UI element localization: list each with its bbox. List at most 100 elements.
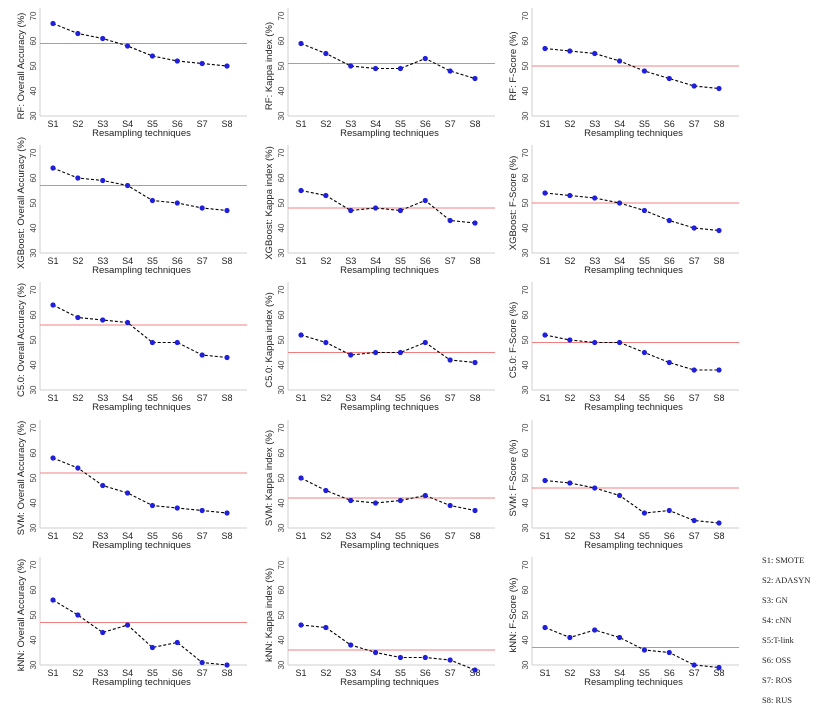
x-tick-label: S7 bbox=[445, 256, 456, 266]
y-tick-label: 70 bbox=[277, 11, 286, 20]
y-tick-label: 40 bbox=[29, 86, 38, 95]
data-point bbox=[666, 359, 672, 366]
data-point bbox=[199, 507, 205, 514]
x-tick-label: S2 bbox=[320, 668, 331, 678]
data-point bbox=[174, 58, 180, 64]
data-point bbox=[616, 200, 623, 206]
data-point bbox=[298, 187, 304, 194]
y-tick-label: 70 bbox=[277, 423, 286, 432]
x-tick-label: S1 bbox=[539, 256, 550, 266]
data-point bbox=[124, 622, 131, 628]
legend: S1: SMOTE S2: ADASYN S3: GN S4: cNN S5:T… bbox=[762, 550, 816, 710]
series-line bbox=[52, 167, 228, 212]
y-axis-label: kNN: Overall Accuracy (%) bbox=[16, 559, 27, 671]
y-tick-label: 70 bbox=[521, 11, 530, 20]
data-point bbox=[592, 339, 598, 346]
x-tick-label: S1 bbox=[295, 119, 306, 129]
data-point bbox=[641, 510, 648, 516]
data-point bbox=[397, 349, 404, 356]
data-point bbox=[716, 85, 722, 92]
x-tick-label: S4 bbox=[122, 393, 133, 403]
x-tick-label: S8 bbox=[713, 531, 724, 541]
x-tick-label: S2 bbox=[564, 393, 575, 403]
data-point bbox=[666, 75, 672, 82]
x-tick-label: S1 bbox=[47, 668, 58, 678]
data-point bbox=[372, 500, 379, 506]
data-point bbox=[472, 75, 478, 82]
data-point bbox=[224, 354, 230, 361]
x-tick-label: S5 bbox=[147, 668, 158, 678]
x-tick-label: S6 bbox=[172, 668, 183, 678]
data-point bbox=[149, 644, 156, 651]
data-point bbox=[691, 83, 697, 89]
y-axis-label: RF: Overall Accuracy (%) bbox=[16, 13, 27, 120]
y-tick-label: 30 bbox=[277, 111, 286, 120]
data-point bbox=[50, 165, 56, 171]
chart-grid: 30 40 50 60 70 RF: Overall Accuracy (%) S1 S2 S3… bbox=[16, 8, 739, 688]
data-point bbox=[641, 349, 648, 356]
x-axis-label: Resampling techniques bbox=[92, 265, 191, 276]
y-tick-label: 60 bbox=[277, 310, 286, 319]
data-point bbox=[149, 197, 156, 204]
x-tick-label: S4 bbox=[370, 531, 381, 541]
y-tick-label: 50 bbox=[29, 61, 38, 70]
data-point bbox=[199, 352, 205, 358]
x-tick-label: S6 bbox=[664, 256, 675, 266]
x-tick-label: S5 bbox=[639, 119, 650, 129]
y-tick-label: 70 bbox=[29, 285, 38, 294]
y-tick-label: 60 bbox=[29, 310, 38, 319]
x-tick-label: S8 bbox=[221, 393, 232, 403]
data-point bbox=[716, 520, 722, 526]
x-tick-label: S1 bbox=[47, 256, 58, 266]
x-tick-label: S2 bbox=[320, 531, 331, 541]
data-point bbox=[100, 482, 106, 489]
y-tick-label: 50 bbox=[277, 473, 286, 482]
x-tick-label: S2 bbox=[564, 256, 575, 266]
data-point bbox=[567, 337, 573, 343]
x-tick-label: S3 bbox=[589, 531, 600, 541]
y-tick-label: 60 bbox=[29, 585, 38, 594]
x-tick-label: S5 bbox=[639, 393, 650, 403]
x-tick-label: S5 bbox=[395, 393, 406, 403]
data-point bbox=[716, 367, 722, 373]
y-tick-label: 60 bbox=[29, 36, 38, 45]
x-tick-label: S2 bbox=[72, 256, 83, 266]
x-tick-label: S3 bbox=[97, 531, 108, 541]
x-tick-label: S6 bbox=[420, 393, 431, 403]
x-tick-label: S1 bbox=[295, 531, 306, 541]
data-point bbox=[298, 40, 304, 47]
data-point bbox=[372, 205, 379, 211]
y-tick-label: 40 bbox=[521, 223, 530, 232]
x-axis-label: Resampling techniques bbox=[584, 540, 683, 551]
x-tick-label: S3 bbox=[97, 393, 108, 403]
data-point bbox=[542, 477, 548, 484]
data-point bbox=[691, 517, 697, 524]
x-tick-label: S8 bbox=[713, 119, 724, 129]
data-point bbox=[372, 649, 379, 656]
data-point bbox=[447, 502, 453, 509]
x-tick-label: S2 bbox=[564, 531, 575, 541]
y-tick-label: 30 bbox=[29, 385, 38, 394]
x-tick-label: S1 bbox=[47, 393, 58, 403]
x-tick-label: S7 bbox=[689, 393, 700, 403]
x-tick-label: S5 bbox=[639, 256, 650, 266]
series-line bbox=[544, 334, 719, 371]
y-tick-label: 60 bbox=[29, 448, 38, 457]
panel-3: 30 40 50 60 70 RF: F-Score (%) S1 S2 S3 S4 S5 S6 S7 S… bbox=[508, 8, 739, 139]
y-tick-label: 40 bbox=[29, 223, 38, 232]
x-tick-label: S4 bbox=[370, 668, 381, 678]
y-tick-label: 50 bbox=[277, 610, 286, 619]
series-line bbox=[300, 624, 476, 671]
data-point bbox=[422, 197, 428, 204]
y-tick-label: 70 bbox=[29, 148, 38, 157]
series-line bbox=[544, 479, 720, 524]
x-axis-label: Resampling techniques bbox=[92, 128, 191, 139]
x-axis-label: Resampling techniques bbox=[584, 265, 683, 276]
y-tick-label: 60 bbox=[521, 310, 530, 319]
data-point bbox=[472, 667, 478, 673]
x-tick-label: S2 bbox=[72, 393, 83, 403]
